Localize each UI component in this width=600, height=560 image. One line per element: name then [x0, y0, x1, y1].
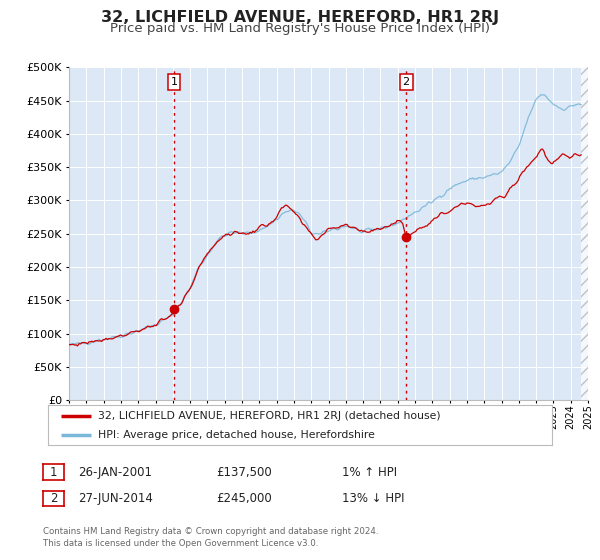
Text: 13% ↓ HPI: 13% ↓ HPI — [342, 492, 404, 505]
Text: This data is licensed under the Open Government Licence v3.0.: This data is licensed under the Open Gov… — [43, 539, 319, 548]
Text: 32, LICHFIELD AVENUE, HEREFORD, HR1 2RJ: 32, LICHFIELD AVENUE, HEREFORD, HR1 2RJ — [101, 10, 499, 25]
Text: 1% ↑ HPI: 1% ↑ HPI — [342, 465, 397, 479]
Text: 2: 2 — [403, 77, 410, 87]
Bar — [581, 67, 588, 400]
Text: HPI: Average price, detached house, Herefordshire: HPI: Average price, detached house, Here… — [98, 430, 375, 440]
Text: £245,000: £245,000 — [216, 492, 272, 505]
Text: 1: 1 — [170, 77, 178, 87]
Text: £137,500: £137,500 — [216, 465, 272, 479]
Text: 27-JUN-2014: 27-JUN-2014 — [78, 492, 153, 505]
Text: 2: 2 — [50, 492, 57, 505]
Text: 1: 1 — [50, 465, 57, 479]
Text: 32, LICHFIELD AVENUE, HEREFORD, HR1 2RJ (detached house): 32, LICHFIELD AVENUE, HEREFORD, HR1 2RJ … — [98, 411, 441, 421]
Text: Price paid vs. HM Land Registry's House Price Index (HPI): Price paid vs. HM Land Registry's House … — [110, 22, 490, 35]
Text: 26-JAN-2001: 26-JAN-2001 — [78, 465, 152, 479]
Text: Contains HM Land Registry data © Crown copyright and database right 2024.: Contains HM Land Registry data © Crown c… — [43, 528, 379, 536]
